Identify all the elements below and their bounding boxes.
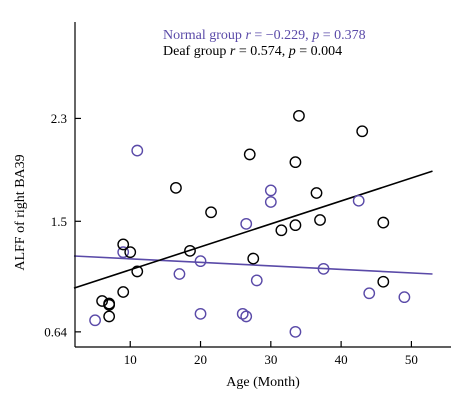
data-point xyxy=(352,194,365,207)
data-point xyxy=(398,291,411,304)
data-point xyxy=(250,274,263,287)
data-point xyxy=(377,216,390,229)
data-point xyxy=(117,286,130,298)
data-point xyxy=(377,275,390,288)
data-point xyxy=(363,287,376,300)
fit-lines xyxy=(73,170,433,289)
data-point xyxy=(117,246,130,259)
data-point xyxy=(275,224,288,237)
data-point xyxy=(293,109,305,122)
data-point xyxy=(103,298,116,311)
y-tick-label: 2.3 xyxy=(51,111,67,126)
x-tick-label: 40 xyxy=(335,352,348,367)
data-point xyxy=(310,187,323,199)
data-point xyxy=(184,244,196,257)
data-point xyxy=(356,125,369,138)
data-point xyxy=(194,307,207,320)
x-tick-label: 30 xyxy=(264,352,277,367)
x-tick-label: 50 xyxy=(405,352,418,367)
data-point xyxy=(289,219,302,232)
data-point xyxy=(240,217,253,230)
data-point xyxy=(170,181,182,194)
data-point xyxy=(236,307,249,320)
stats-annotation: Normal group r = −0.229, p = 0.378 xyxy=(163,28,366,43)
fit-line xyxy=(73,255,433,275)
data-point xyxy=(131,265,144,278)
data-point xyxy=(289,156,302,169)
data-point xyxy=(289,325,302,338)
data-point xyxy=(314,214,326,226)
y-axis-title: ALFF of right BA39 xyxy=(13,154,28,270)
data-point xyxy=(117,238,130,251)
data-point xyxy=(264,196,277,208)
tick-marks: 10 20 30 40 50 0.64 1.5 2.3 xyxy=(44,111,418,367)
data-points xyxy=(89,109,411,338)
x-axis-title: Age (Month) xyxy=(226,375,300,390)
fit-line xyxy=(73,170,433,289)
data-point xyxy=(240,310,253,323)
data-point xyxy=(173,268,186,280)
y-tick-label: 0.64 xyxy=(44,324,67,339)
data-point xyxy=(96,295,109,307)
x-tick-label: 10 xyxy=(124,352,137,367)
data-point xyxy=(243,148,256,161)
data-point xyxy=(205,206,217,219)
data-point xyxy=(317,262,330,275)
axes xyxy=(74,22,451,348)
data-point xyxy=(124,246,137,259)
data-point xyxy=(131,144,144,157)
stats-annotation: Deaf group r = 0.574, p = 0.004 xyxy=(163,44,342,59)
data-point xyxy=(194,255,207,268)
y-tick-label: 1.5 xyxy=(51,214,67,229)
data-point xyxy=(264,184,277,197)
data-point xyxy=(247,252,260,265)
x-tick-label: 20 xyxy=(194,352,207,367)
data-point xyxy=(89,314,101,327)
data-point xyxy=(103,310,116,323)
